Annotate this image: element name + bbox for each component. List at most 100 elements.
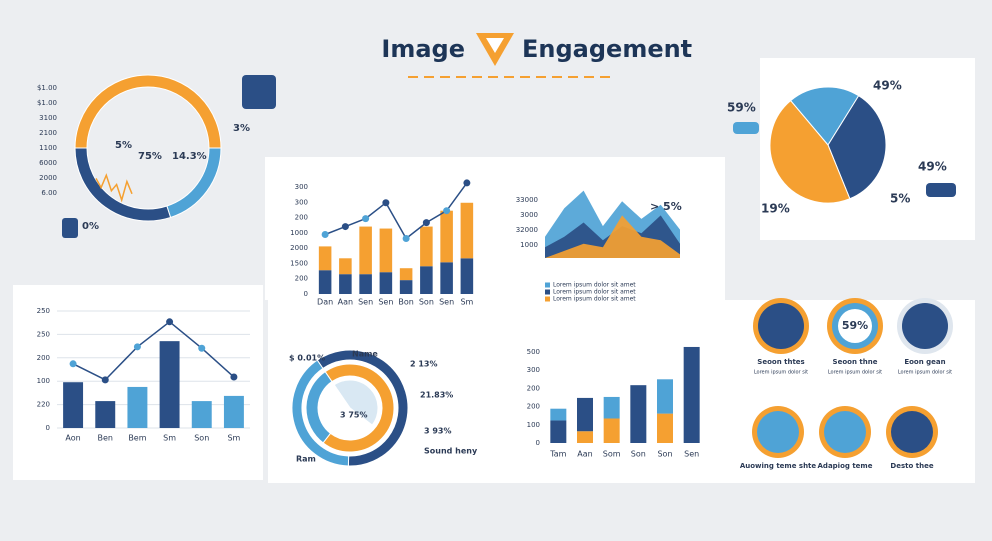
axis-label: 32000 (516, 226, 538, 234)
bar (577, 397, 593, 432)
slice (769, 99, 851, 204)
line (72, 320, 235, 381)
x-tick-label: Tam (549, 450, 566, 459)
axis-label: 200 (527, 403, 540, 411)
annotation: 19% (761, 202, 790, 216)
icon-value: 59% (842, 319, 868, 332)
axis-label: 2000 (39, 174, 57, 182)
point (166, 318, 174, 326)
annotation: 49% (873, 79, 902, 93)
title: Image (381, 35, 465, 63)
axis-label: 100 (37, 377, 50, 385)
axis-label: 200 (295, 275, 308, 283)
axis-label: 6000 (39, 159, 57, 167)
axis-label: 250 (37, 307, 50, 315)
icon-text: Lorem ipsum dolor sit (754, 370, 808, 376)
slice (789, 86, 860, 146)
x-tick-label: Bem (128, 434, 146, 443)
axis-label: 1000 (520, 241, 538, 249)
slice (74, 147, 172, 222)
axis-label: 300 (527, 366, 540, 374)
bar (420, 266, 433, 294)
x-tick-label: Sm (460, 298, 473, 307)
annotation: 0% (82, 221, 99, 232)
icon (926, 183, 956, 197)
slice (321, 384, 373, 437)
point (101, 376, 109, 384)
bar (339, 258, 352, 275)
point (198, 344, 206, 352)
point (69, 360, 77, 368)
axis-label: 0 (304, 290, 308, 298)
bar (223, 395, 244, 428)
annotation: 59% (727, 101, 756, 115)
bar (460, 202, 474, 259)
point (463, 179, 471, 187)
axis-label: 300 (295, 183, 308, 191)
slice (333, 379, 379, 426)
x-tick-label: Sen (378, 298, 393, 307)
x-tick-label: Son (194, 434, 209, 443)
x-tick-label: Aan (577, 450, 592, 459)
icon-text: Lorem ipsum dolor sit (898, 370, 952, 376)
icon-label: Desto thee (890, 462, 933, 470)
annotation: Ram (296, 455, 316, 464)
x-tick-label: Son (419, 298, 434, 307)
bar (657, 413, 673, 443)
annotation: 5% (115, 140, 132, 151)
point (402, 234, 410, 242)
axis-label: 200 (37, 354, 50, 362)
annotation: > 5% (650, 200, 682, 213)
bar (440, 262, 453, 294)
point (422, 219, 430, 227)
x-tick-label: Ben (98, 434, 113, 443)
slice (291, 359, 350, 467)
bar (191, 401, 212, 428)
annotation: 3 75% (340, 411, 368, 420)
axis-label: 6.00 (41, 189, 57, 197)
point (133, 343, 141, 351)
bar (318, 246, 332, 271)
annotation: Name (352, 350, 378, 359)
axis-label: 1500 (290, 259, 308, 267)
axis-label: 220 (37, 401, 50, 409)
annotation: 3 93% (424, 427, 452, 436)
icon-text: Lorem ipsum dolor sit (828, 370, 882, 376)
x-tick-label: Sen (358, 298, 373, 307)
point (341, 223, 349, 231)
bar (379, 228, 393, 273)
annotation: Sound heny (424, 447, 478, 456)
icon (757, 411, 799, 453)
axis-label: 500 (527, 348, 540, 356)
point (321, 231, 329, 238)
bar (460, 258, 474, 294)
bar (657, 379, 673, 414)
icon-label: Seoon thtes (757, 358, 804, 366)
axis-label: 100 (527, 421, 540, 429)
bar (359, 226, 372, 275)
axis-label: 0 (536, 439, 540, 447)
slice (827, 95, 887, 200)
icon (758, 303, 804, 349)
icon-label: Eoon gean (904, 358, 945, 366)
bar (318, 270, 332, 294)
point (230, 373, 238, 381)
bar (379, 272, 393, 294)
annotation: 5% (890, 192, 910, 206)
title: Engagement (522, 35, 692, 63)
icon-label: Auowing teme shte (740, 462, 817, 470)
bar (630, 385, 647, 443)
bar (603, 418, 620, 443)
axis-label: 200 (295, 214, 308, 222)
x-tick-label: Aan (338, 298, 353, 307)
annotation: $ 0.01% (289, 354, 325, 363)
icon (824, 411, 866, 453)
legend-label: Lorem ipsum dolor sit amet (553, 282, 636, 289)
axis-label: 3100 (39, 114, 57, 122)
icon-label: Adapiog teme (818, 462, 873, 470)
point (443, 207, 451, 215)
bar (577, 431, 593, 443)
legend-swatch (545, 296, 550, 302)
